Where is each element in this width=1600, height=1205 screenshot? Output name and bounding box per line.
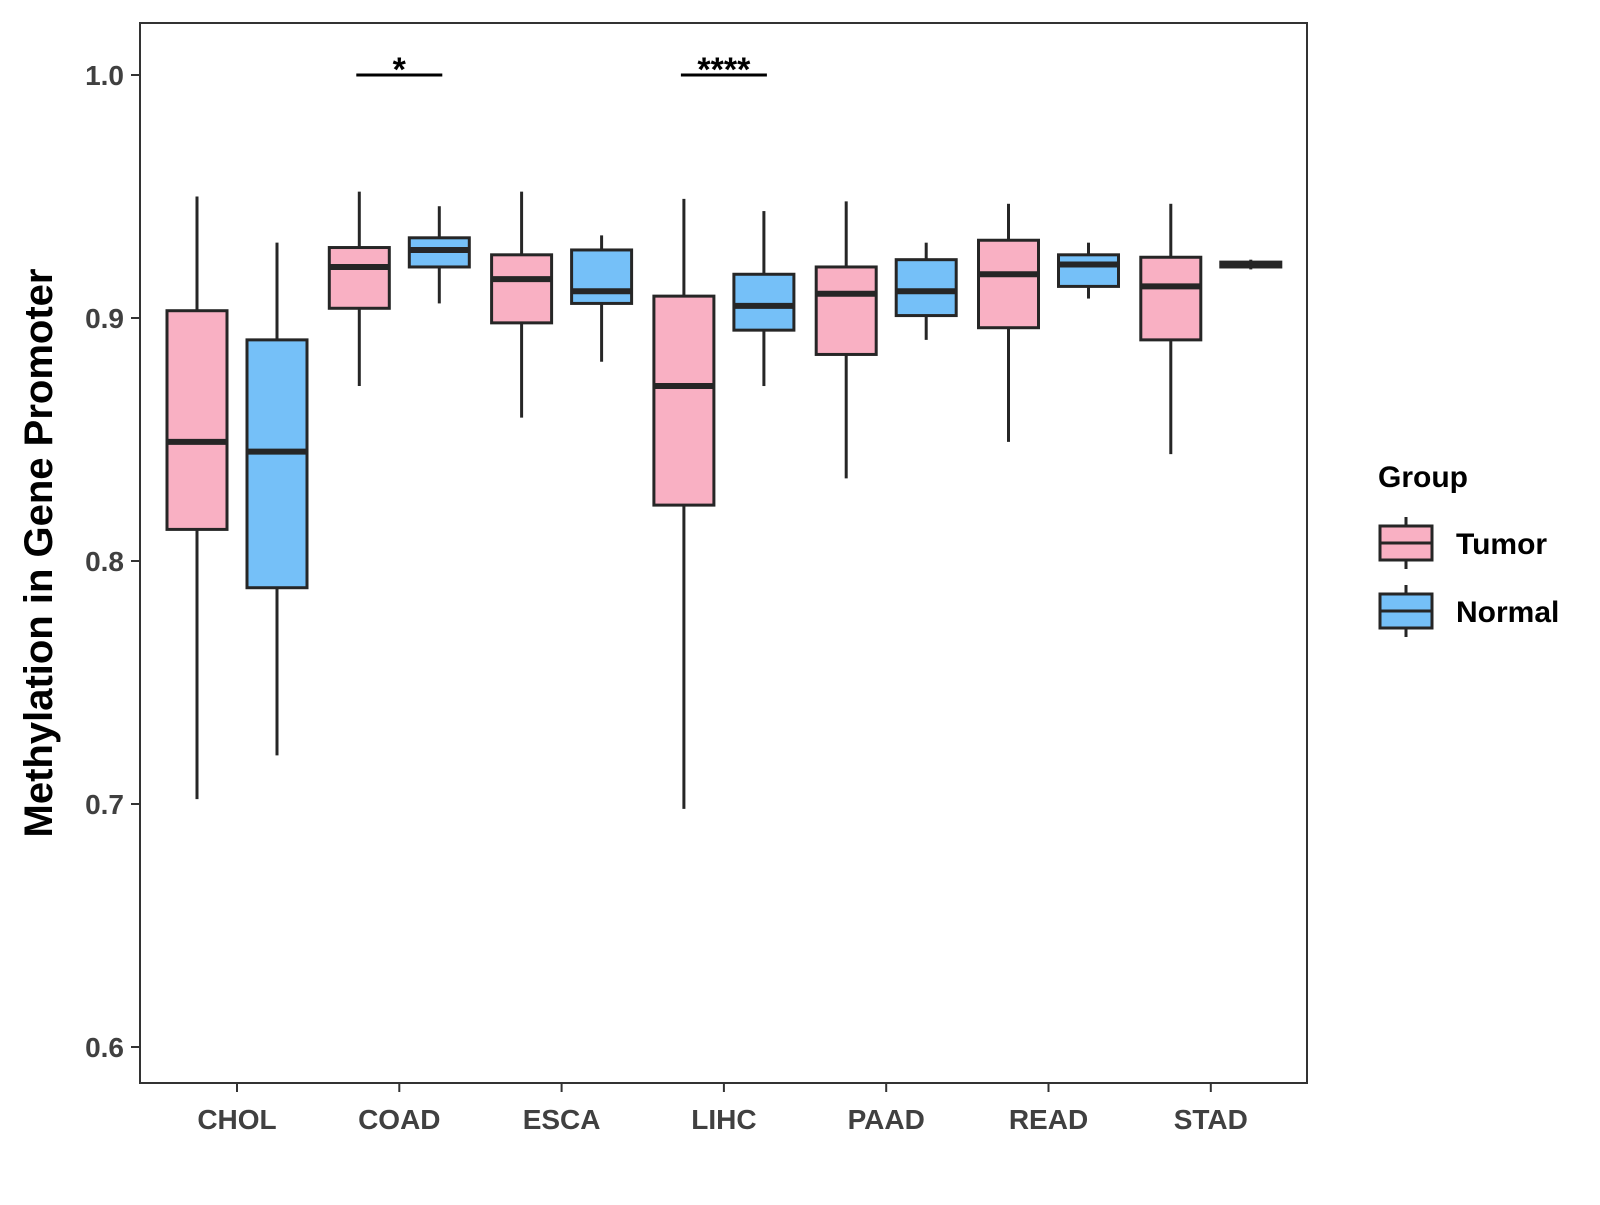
x-tick-label: COAD xyxy=(358,1104,440,1135)
box-normal-coad xyxy=(407,206,471,304)
box-normal-lihc xyxy=(732,211,796,387)
significance-label: **** xyxy=(697,51,751,89)
box-body xyxy=(814,265,878,356)
box-body xyxy=(1139,255,1203,342)
y-axis: 0.6 0.7 0.8 0.9 1.0 xyxy=(85,60,140,1063)
x-tick-label: STAD xyxy=(1174,1104,1248,1135)
box-tumor-coad xyxy=(327,191,391,387)
x-tick-label: CHOL xyxy=(197,1104,276,1135)
legend-item-normal: Normal xyxy=(1378,585,1559,637)
x-axis: CHOL COAD ESCA LIHC PAAD READ STAD xyxy=(197,1083,1248,1135)
box-body xyxy=(977,238,1040,330)
box-body xyxy=(245,338,309,590)
x-tick-label: ESCA xyxy=(523,1104,601,1135)
box-tumor-stad xyxy=(1139,203,1203,455)
box-tumor-chol xyxy=(165,196,229,800)
box-tumor-lihc xyxy=(652,198,716,809)
legend-label: Tumor xyxy=(1456,528,1547,561)
y-tick-label: 0.7 xyxy=(85,789,124,820)
box-body xyxy=(894,258,958,318)
box-body xyxy=(165,309,229,531)
panel-border xyxy=(139,22,1308,1084)
y-axis-label: Methylation in Gene Promoter xyxy=(17,269,61,838)
legend: Group Tumor Normal xyxy=(1378,461,1559,637)
y-tick-label: 0.8 xyxy=(85,546,124,577)
y-tick-label: 0.9 xyxy=(85,303,124,334)
legend-title: Group xyxy=(1378,461,1468,494)
box-tumor-esca xyxy=(490,191,554,418)
x-tick-label: READ xyxy=(1009,1104,1088,1135)
legend-label: Normal xyxy=(1456,596,1559,629)
box-layer xyxy=(165,191,1283,809)
box-normal-stad xyxy=(1219,259,1283,270)
y-tick-label: 0.6 xyxy=(85,1032,124,1063)
x-tick-label: LIHC xyxy=(691,1104,756,1135)
box-tumor-paad xyxy=(814,201,878,479)
box-body xyxy=(490,253,554,325)
box-body xyxy=(1057,253,1120,288)
significance-label: * xyxy=(393,51,407,89)
box-normal-read xyxy=(1057,242,1120,299)
box-body xyxy=(570,248,634,305)
significance-layer: * **** xyxy=(356,51,767,89)
box-normal-esca xyxy=(570,235,634,362)
box-body xyxy=(732,272,796,332)
y-tick-label: 1.0 xyxy=(85,60,124,91)
box-normal-paad xyxy=(894,242,958,340)
box-body xyxy=(327,246,391,310)
legend-item-tumor: Tumor xyxy=(1378,517,1547,569)
box-normal-chol xyxy=(245,242,309,756)
box-tumor-read xyxy=(977,203,1040,442)
x-tick-label: PAAD xyxy=(848,1104,925,1135)
box-body xyxy=(652,294,716,507)
